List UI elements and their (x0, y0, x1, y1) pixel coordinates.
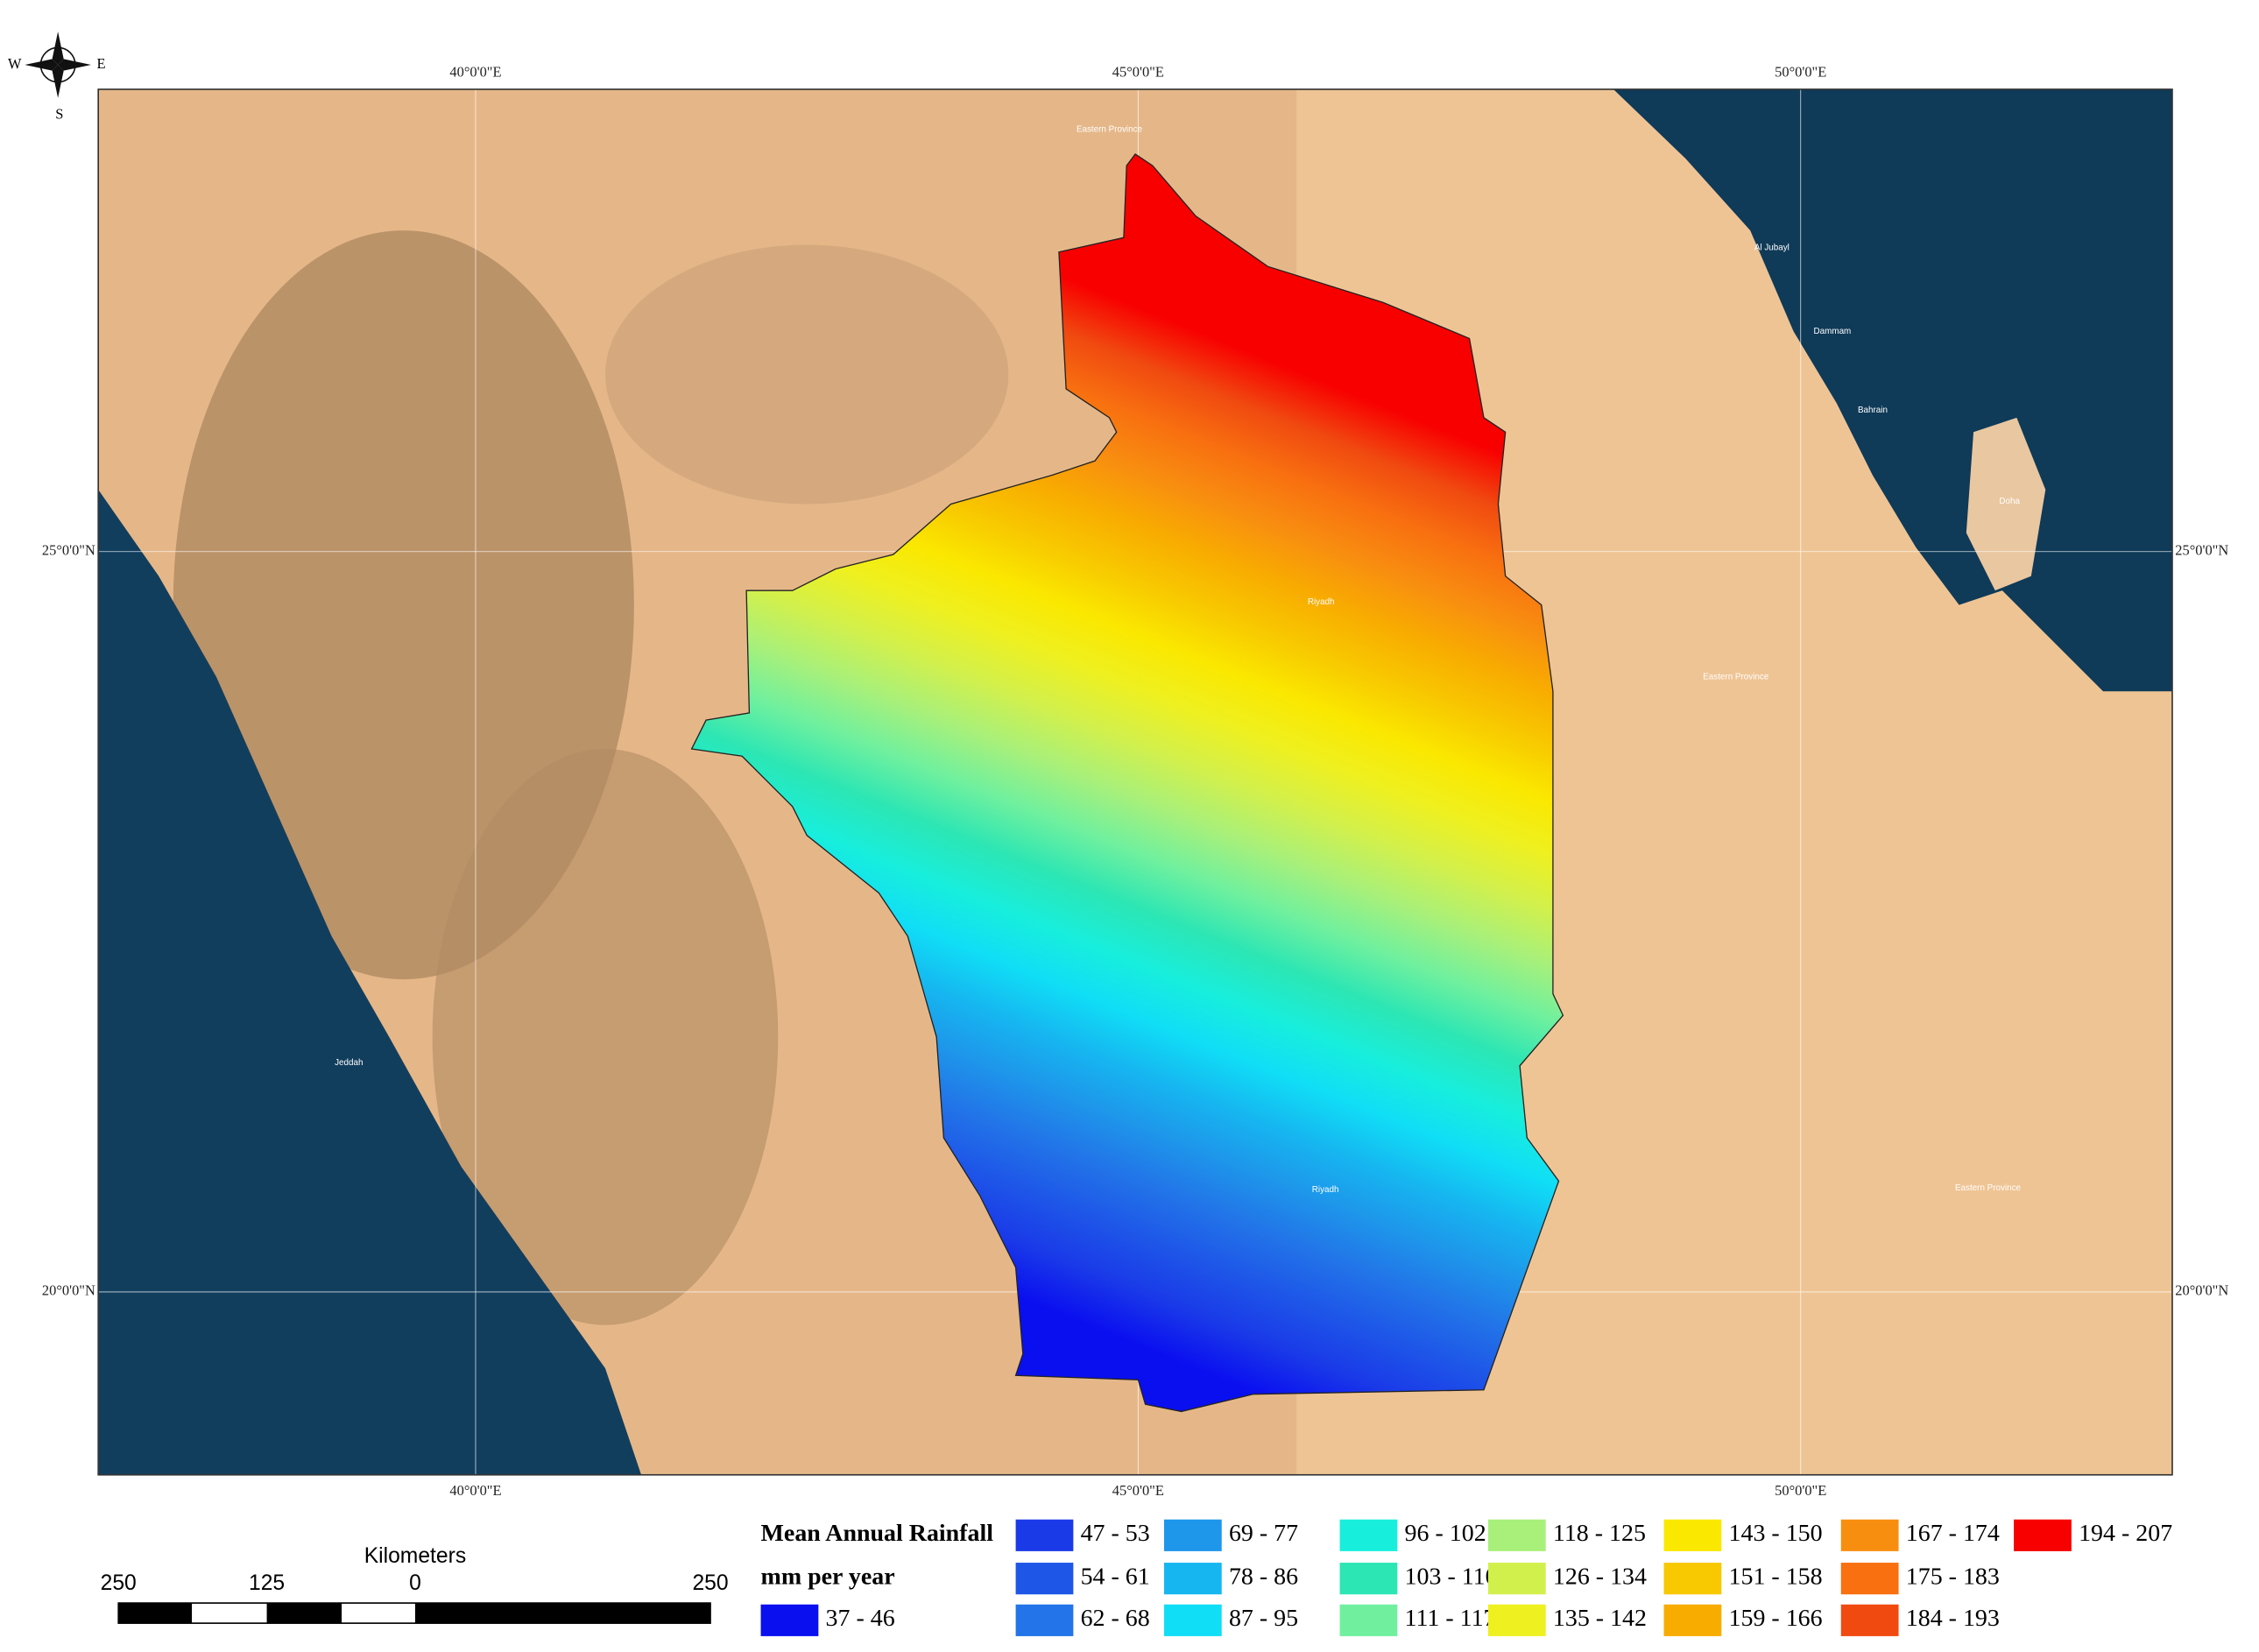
legend-label: 37 - 46 (826, 1605, 895, 1632)
legend-label: 47 - 53 (1081, 1520, 1150, 1547)
place-label: Bahrain (1858, 406, 1888, 415)
legend-label: 184 - 193 (1906, 1605, 2000, 1632)
scale-label: 0 (409, 1571, 421, 1595)
legend-swatch (1015, 1604, 1074, 1636)
latitude-label: 20°0'0"N (42, 1282, 95, 1299)
legend-label: 103 - 110 (1405, 1564, 1498, 1591)
compass-rose (25, 32, 91, 98)
legend-label: 175 - 183 (1906, 1564, 2000, 1591)
legend-swatch (2014, 1519, 2072, 1551)
scale-bar-segment (266, 1603, 342, 1624)
scale-label: 125 (249, 1571, 285, 1595)
legend-unit: mm per year (761, 1564, 895, 1591)
legend-title: Mean Annual Rainfall (761, 1520, 994, 1547)
legend-label: 159 - 166 (1729, 1605, 1823, 1632)
place-label: Eastern Province (1077, 125, 1143, 135)
map-frame (97, 88, 2173, 1476)
legend-label: 78 - 86 (1229, 1564, 1298, 1591)
legend-label: 111 - 117 (1405, 1605, 1496, 1632)
legend-swatch (1840, 1604, 1899, 1636)
qatar (1966, 417, 2046, 591)
legend-label: 194 - 207 (2079, 1520, 2172, 1547)
longitude-label: 50°0'0"E (1775, 64, 1826, 81)
legend-swatch (1663, 1604, 1722, 1636)
legend-label: 143 - 150 (1729, 1520, 1823, 1547)
legend-swatch (1163, 1563, 1222, 1595)
latitude-label: 25°0'0"N (2175, 542, 2228, 559)
longitude-label: 50°0'0"E (1775, 1482, 1826, 1499)
scale-label: 250 (692, 1571, 728, 1595)
legend-swatch (1015, 1519, 1074, 1551)
scale-bar-segment (414, 1603, 711, 1624)
legend-label: 62 - 68 (1081, 1605, 1150, 1632)
legend-swatch (1339, 1519, 1398, 1551)
compass-letter: S (55, 105, 63, 122)
place-label: Eastern Province (1955, 1183, 2022, 1193)
legend-swatch (1163, 1604, 1222, 1636)
legend-swatch (1840, 1563, 1899, 1595)
legend-label: 151 - 158 (1729, 1564, 1823, 1591)
legend-label: 167 - 174 (1906, 1520, 2000, 1547)
place-label: Jeddah (335, 1058, 363, 1068)
legend-label: 126 - 134 (1553, 1564, 1647, 1591)
place-label: Riyadh (1312, 1185, 1339, 1195)
legend-swatch (1487, 1519, 1546, 1551)
place-label: Riyadh (1308, 597, 1335, 607)
longitude-label: 40°0'0"E (449, 1482, 501, 1499)
longitude-label: 45°0'0"E (1112, 1482, 1164, 1499)
legend-swatch (1339, 1563, 1398, 1595)
legend-label: 87 - 95 (1229, 1605, 1298, 1632)
legend-label: 69 - 77 (1229, 1520, 1298, 1547)
compass-letter: W (8, 55, 22, 72)
legend-swatch (1015, 1563, 1074, 1595)
legend-swatch (1487, 1563, 1546, 1595)
basemap (98, 88, 2172, 1475)
legend-label: 96 - 102 (1405, 1520, 1486, 1547)
scale-label: 250 (101, 1571, 137, 1595)
longitude-label: 40°0'0"E (449, 64, 501, 81)
legend-swatch (1487, 1604, 1546, 1636)
place-label: Eastern Province (1703, 672, 1769, 681)
plateau (604, 244, 1009, 505)
legend-label: 54 - 61 (1081, 1564, 1150, 1591)
compass-ring (39, 46, 76, 83)
legend-label: 118 - 125 (1553, 1520, 1646, 1547)
legend-swatch (1663, 1519, 1722, 1551)
legend-swatch (1339, 1604, 1398, 1636)
rainfall-region (690, 153, 1564, 1413)
legend-swatch (1663, 1563, 1722, 1595)
latitude-label: 20°0'0"N (2175, 1282, 2228, 1299)
highlands (432, 749, 779, 1325)
red-sea (98, 490, 642, 1475)
place-label: Dammam (1814, 327, 1852, 336)
scale-title: Kilometers (364, 1544, 466, 1568)
scale-bar-segment (118, 1603, 193, 1624)
legend-swatch (1840, 1519, 1899, 1551)
latitude-label: 25°0'0"N (42, 542, 95, 559)
legend-label: 135 - 142 (1553, 1605, 1647, 1632)
place-label: Doha (1999, 497, 2020, 506)
legend-swatch (760, 1604, 819, 1636)
compass-letter: E (96, 55, 105, 72)
longitude-label: 45°0'0"E (1112, 64, 1164, 81)
place-label: Al Jubayl (1754, 243, 1790, 252)
legend-swatch (1163, 1519, 1222, 1551)
